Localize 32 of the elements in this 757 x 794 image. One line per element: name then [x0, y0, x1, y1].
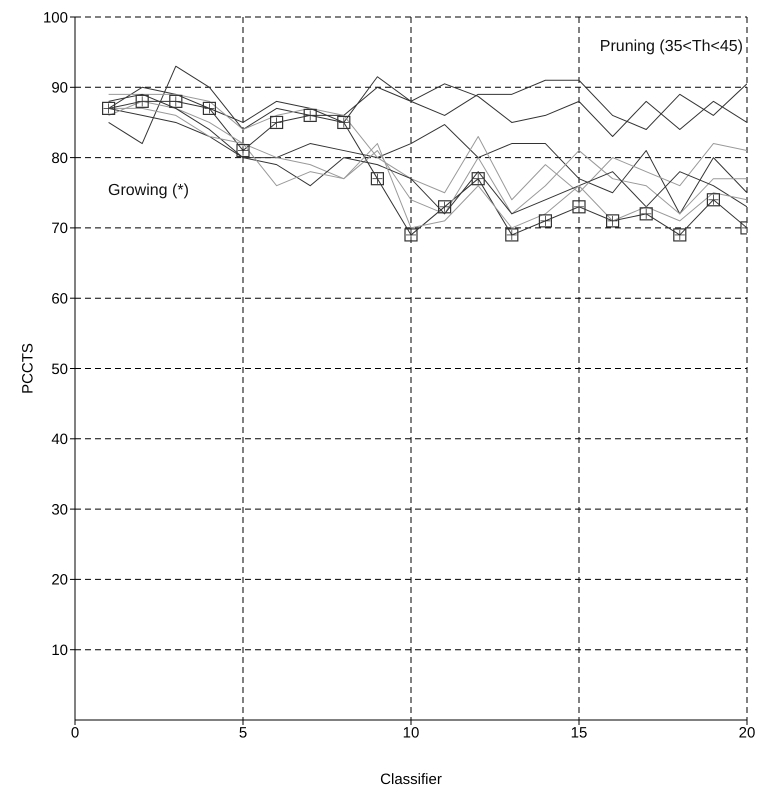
- point: [640, 207, 653, 220]
- point: [673, 228, 686, 242]
- y-tick-label: 40: [51, 431, 68, 448]
- y-tick-label: 50: [51, 360, 68, 378]
- x-tick-label: 5: [238, 724, 248, 742]
- y-tick-label: 60: [51, 290, 68, 308]
- y-tick-label: 10: [51, 642, 68, 660]
- point: [370, 172, 384, 186]
- point: [236, 144, 250, 158]
- y-axis-title: PCCTS: [19, 343, 36, 394]
- y-tick-label: 20: [51, 572, 68, 589]
- point: [472, 172, 485, 186]
- point: [538, 214, 552, 228]
- y-tick-label: 80: [51, 150, 68, 167]
- x-tick-label: 20: [738, 724, 756, 742]
- x-axis-title: Classifier: [380, 771, 442, 788]
- x-tick-label: 15: [570, 724, 588, 742]
- point: [270, 116, 284, 130]
- point: [438, 200, 452, 214]
- y-tick-label: 70: [51, 220, 68, 238]
- annotation: Growing (*): [108, 182, 189, 200]
- annotation: Pruning (35<Th<45): [600, 38, 743, 56]
- x-tick-label: 0: [70, 724, 80, 742]
- point: [169, 94, 182, 108]
- y-tick-label: 90: [51, 80, 68, 97]
- x-tick-label: 10: [402, 724, 420, 742]
- y-tick-label: 30: [51, 501, 68, 518]
- point: [505, 228, 518, 242]
- y-tick-label: 100: [42, 9, 68, 26]
- point: [706, 193, 720, 206]
- point: [404, 228, 418, 242]
- point: [572, 200, 586, 214]
